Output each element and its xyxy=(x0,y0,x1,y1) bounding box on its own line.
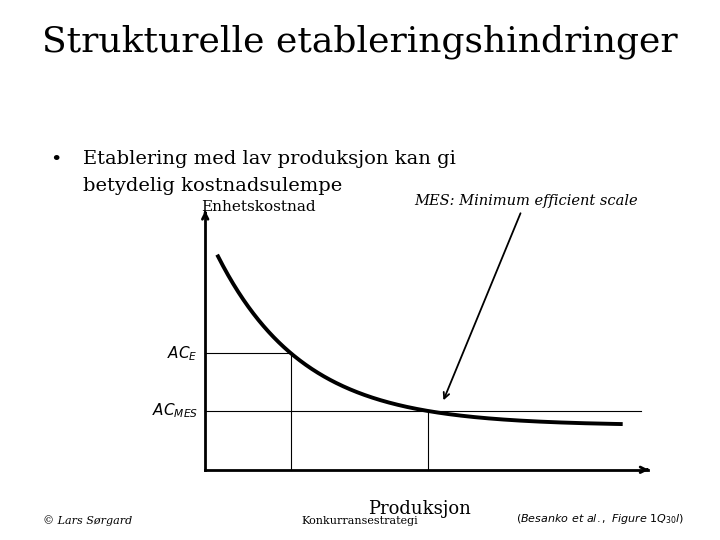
Text: •: • xyxy=(50,151,62,169)
Text: Konkurransestrategi: Konkurransestrategi xyxy=(302,516,418,526)
Text: Strukturelle etableringshindringer: Strukturelle etableringshindringer xyxy=(42,24,678,59)
Text: $AC_{MES}$: $AC_{MES}$ xyxy=(152,402,198,420)
Text: Produksjon: Produksjon xyxy=(368,500,471,517)
Text: Etablering med lav produksjon kan gi: Etablering med lav produksjon kan gi xyxy=(83,150,456,168)
Text: © Lars Sørgard: © Lars Sørgard xyxy=(43,516,132,526)
Text: Enhetskostnad: Enhetskostnad xyxy=(202,200,316,214)
Text: $AC_E$: $AC_E$ xyxy=(168,344,198,363)
Text: MES: Minimum efficient scale: MES: Minimum efficient scale xyxy=(414,194,637,399)
Text: betydelig kostnadsulempe: betydelig kostnadsulempe xyxy=(83,177,342,195)
Text: $(Besanko\ et\ al.,\ Figure\ 1Q_{30}l)$: $(Besanko\ et\ al.,\ Figure\ 1Q_{30}l)$ xyxy=(516,512,684,526)
